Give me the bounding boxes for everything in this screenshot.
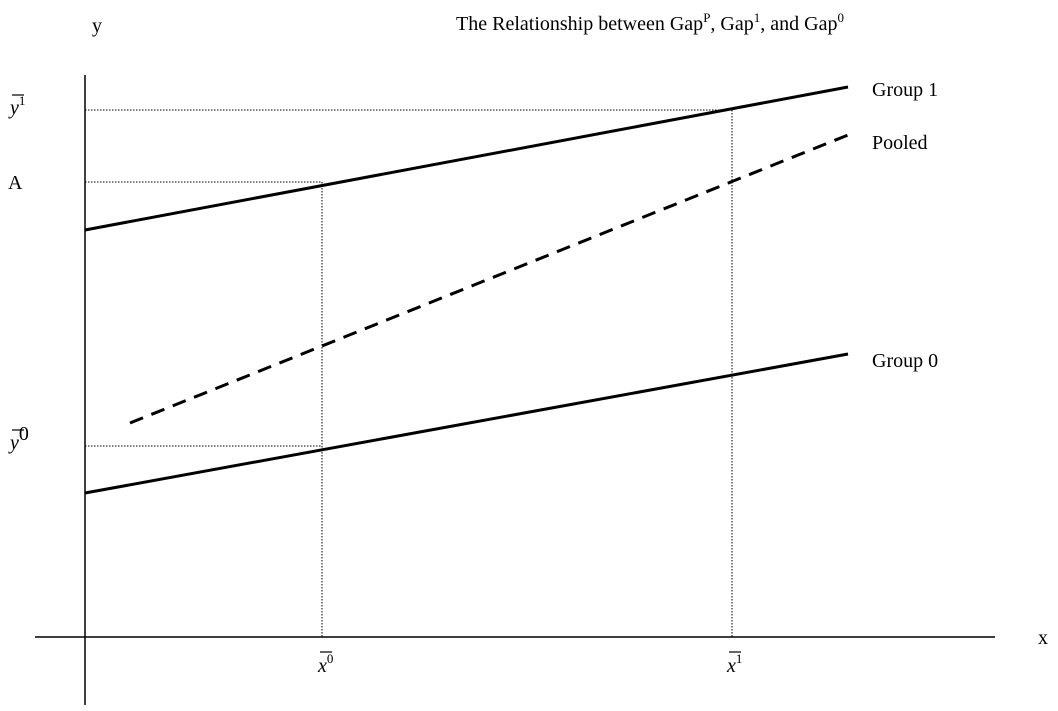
y-label: y1 <box>8 93 25 119</box>
line-label: Group 1 <box>872 79 938 101</box>
overbars <box>12 94 741 653</box>
label-base: x <box>726 655 736 677</box>
title-part: The Relationship between Gap <box>456 13 703 35</box>
x-axis-label: x <box>1038 627 1048 649</box>
x-label: x1 <box>726 651 742 677</box>
title-sup: P <box>703 10 710 25</box>
y-axis-label: y <box>92 15 102 37</box>
pooled-line <box>129 133 849 425</box>
title-sup: 1 <box>754 10 761 25</box>
line-label: Group 0 <box>872 350 938 372</box>
title-part: , and Gap <box>760 13 837 35</box>
title: The Relationship between GapP, Gap1, and… <box>456 10 844 35</box>
y-label: y0 <box>8 423 29 454</box>
label-sup: 0 <box>327 651 334 666</box>
title-sup: 0 <box>837 10 844 25</box>
title-part: , Gap <box>710 13 753 35</box>
x-label: x0 <box>317 651 333 677</box>
guides <box>85 109 733 637</box>
label-sup: 1 <box>736 651 743 666</box>
group0-line <box>84 352 849 495</box>
label-sup: 0 <box>19 423 29 445</box>
group1-line <box>84 85 849 232</box>
label-base: y <box>8 432 19 454</box>
line-label: Pooled <box>872 132 928 154</box>
label-base: x <box>317 655 327 677</box>
y-label: A <box>8 172 23 194</box>
label-sup: 1 <box>19 93 26 108</box>
label-base: y <box>8 97 19 119</box>
